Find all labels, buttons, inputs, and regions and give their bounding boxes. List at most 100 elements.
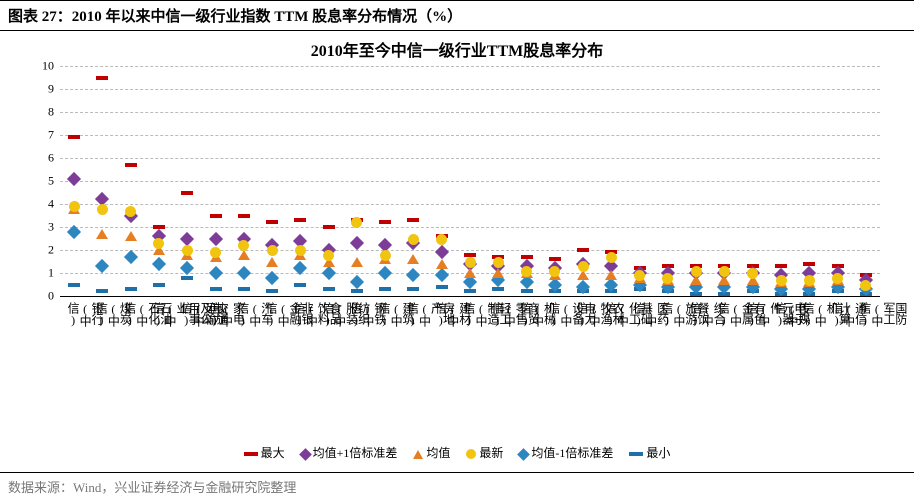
plus1sd-marker: [67, 172, 81, 186]
figure-header: 图表 27：2010 年以来中信一级行业指数 TTM 股息率分布情况（%）: [0, 0, 914, 31]
min-marker: [238, 287, 250, 291]
mean-marker: [238, 250, 250, 260]
max-marker: [181, 191, 193, 195]
latest-marker: [662, 273, 673, 284]
x-tick-label: 国防军工(中信): [859, 302, 907, 326]
category: 电子元器件(中信): [753, 66, 754, 296]
minus1sd-marker: [378, 266, 392, 280]
latest-marker: [69, 201, 80, 212]
minus1sd-marker: [152, 257, 166, 271]
figure-footer: 数据来源：Wind，兴业证券经济与金融研究院整理: [0, 472, 914, 500]
y-tick-label: 3: [48, 220, 54, 235]
mean-marker: [266, 257, 278, 267]
latest-marker: [719, 266, 730, 277]
legend-swatch: [413, 450, 423, 459]
max-marker: [68, 135, 80, 139]
figure-root: 图表 27：2010 年以来中信一级行业指数 TTM 股息率分布情况（%） 20…: [0, 0, 914, 500]
max-marker: [294, 218, 306, 222]
y-tick-label: 10: [42, 59, 54, 74]
category: 汽车(中信): [244, 66, 245, 296]
latest-marker: [182, 245, 193, 256]
y-tick-label: 1: [48, 266, 54, 281]
legend-label: 最小: [646, 446, 670, 460]
latest-marker: [549, 266, 560, 277]
max-marker: [323, 225, 335, 229]
min-marker: [181, 276, 193, 280]
legend-item-latest: 最新: [466, 444, 503, 461]
latest-marker: [436, 234, 447, 245]
category: 综合(中信): [696, 66, 697, 296]
category: 非银金融(中信): [272, 66, 273, 296]
legend-swatch: [629, 452, 643, 456]
minus1sd-marker: [124, 250, 138, 264]
legend-label: 均值+1倍标准差: [313, 446, 398, 460]
legend-swatch: [466, 449, 476, 459]
mean-marker: [407, 254, 419, 264]
chart-area: 012345678910银行(中信)煤炭(中信)石油石化(中信)电力及公用事业(…: [60, 66, 880, 296]
max-marker: [210, 214, 222, 218]
legend-swatch: [299, 448, 312, 461]
category: 纺织服装(中信): [329, 66, 330, 296]
min-marker: [351, 289, 363, 293]
legend-swatch: [244, 452, 258, 456]
mean-marker: [492, 268, 504, 278]
y-tick-label: 6: [48, 151, 54, 166]
legend-label: 最新: [479, 446, 503, 460]
max-marker: [238, 214, 250, 218]
mean-marker: [125, 231, 137, 241]
legend-item-min: 最小: [629, 444, 670, 461]
min-marker: [294, 283, 306, 287]
minus1sd-marker: [208, 266, 222, 280]
category: 银行(中信): [74, 66, 75, 296]
min-marker: [407, 287, 419, 291]
min-marker: [125, 287, 137, 291]
y-tick-label: 0: [48, 289, 54, 304]
minus1sd-marker: [237, 266, 251, 280]
latest-marker: [521, 266, 532, 277]
min-marker: [68, 283, 80, 287]
min-marker: [436, 285, 448, 289]
min-marker: [210, 287, 222, 291]
category: 医药(中信): [640, 66, 641, 296]
category: 国防军工(中信): [866, 66, 867, 296]
latest-marker: [465, 257, 476, 268]
latest-marker: [691, 266, 702, 277]
latest-marker: [380, 250, 391, 261]
y-tick-label: 8: [48, 105, 54, 120]
max-marker: [379, 220, 391, 224]
y-tick-label: 7: [48, 128, 54, 143]
mean-marker: [351, 257, 363, 267]
min-marker: [464, 289, 476, 293]
latest-marker: [776, 275, 787, 286]
max-marker: [266, 220, 278, 224]
chart-legend: 最大均值+1倍标准差均值最新均值-1倍标准差最小: [0, 444, 914, 461]
mean-marker: [436, 259, 448, 269]
legend-item-mean: 均值: [413, 444, 450, 461]
category: 钢铁(中信): [357, 66, 358, 296]
min-marker: [96, 289, 108, 293]
category: 建筑(中信): [385, 66, 386, 296]
min-marker: [323, 287, 335, 291]
plus1sd-marker: [350, 236, 364, 250]
category: 有色金属(中信): [724, 66, 725, 296]
max-marker: [407, 218, 419, 222]
latest-marker: [606, 252, 617, 263]
legend-item-minus1sd: 均值-1倍标准差: [519, 444, 613, 461]
latest-marker: [408, 234, 419, 245]
min-marker: [266, 289, 278, 293]
category: 农林牧渔(中信): [583, 66, 584, 296]
mean-marker: [605, 270, 617, 280]
latest-marker: [860, 280, 871, 291]
max-marker: [96, 76, 108, 80]
minus1sd-marker: [322, 266, 336, 280]
latest-marker: [804, 275, 815, 286]
min-marker: [492, 287, 504, 291]
category: 交通运输(中信): [187, 66, 188, 296]
y-tick-label: 5: [48, 174, 54, 189]
minus1sd-marker: [435, 268, 449, 282]
max-marker: [577, 248, 589, 252]
legend-swatch: [518, 448, 531, 461]
category: 商贸零售(中信): [498, 66, 499, 296]
latest-marker: [267, 245, 278, 256]
min-marker: [521, 289, 533, 293]
